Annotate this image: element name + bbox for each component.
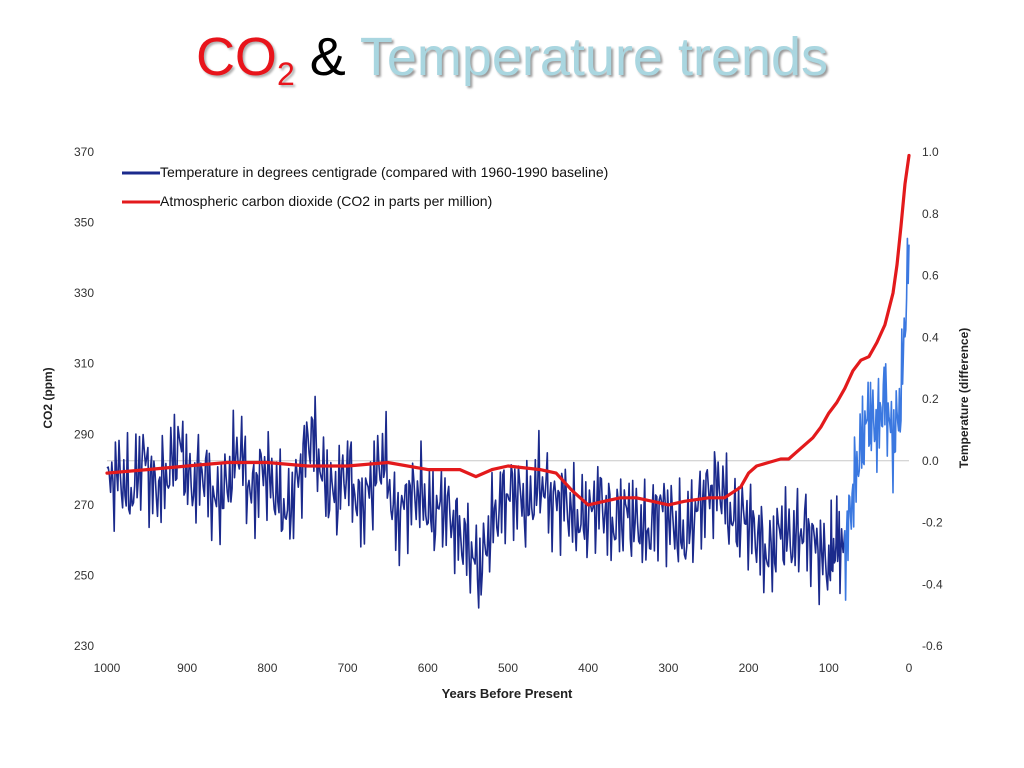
temperature-series-layer — [106, 237, 910, 609]
title-co2: CO2 — [195, 27, 295, 92]
y-left-tick-label: 290 — [74, 427, 94, 441]
temperature-line-recent — [844, 237, 910, 601]
y-axis-right-label: Temperature (difference) — [957, 328, 971, 468]
title-co2-subscript: 2 — [276, 56, 295, 92]
y-right-tick-label: -0.4 — [922, 577, 943, 591]
x-tick-label: 800 — [257, 661, 277, 675]
x-tick-label: 1000 — [94, 661, 121, 675]
legend: Temperature in degrees centigrade (compa… — [122, 164, 608, 209]
y-right-tick-label: 0.2 — [922, 392, 939, 406]
title-co2-text: CO — [195, 27, 277, 87]
x-tick-label: 0 — [906, 661, 913, 675]
y-left-tick-label: 330 — [74, 286, 94, 300]
x-tick-label: 400 — [578, 661, 598, 675]
y-left-tick-label: 310 — [74, 357, 94, 371]
co2-line — [105, 153, 911, 507]
title-ampersand: & — [309, 27, 346, 87]
x-tick-label: 900 — [177, 661, 197, 675]
x-tick-label: 200 — [739, 661, 759, 675]
y-right-tick-label: 0.8 — [922, 207, 939, 221]
y-left-tick-label: 250 — [74, 568, 94, 582]
x-axis-label: Years Before Present — [442, 686, 573, 701]
y-right-tick-label: -0.2 — [922, 516, 943, 530]
y-left-tick-label: 370 — [74, 145, 94, 159]
y-right-tick-label: 1.0 — [922, 145, 939, 159]
y-left-tick-label: 350 — [74, 216, 94, 230]
y-axis-left-label: CO2 (ppm) — [41, 367, 55, 428]
x-tick-label: 300 — [658, 661, 678, 675]
x-tick-label: 500 — [498, 661, 518, 675]
co2-series-layer — [105, 153, 911, 507]
legend-co2-label: Atmospheric carbon dioxide (CO2 in parts… — [160, 193, 492, 209]
slide-title: CO2 & Temperature trends — [0, 22, 1024, 109]
y-right-tick-label: 0.0 — [922, 454, 939, 468]
y-left-tick-label: 270 — [74, 498, 94, 512]
temperature-line — [106, 395, 846, 609]
y-left-tick-label: 230 — [74, 639, 94, 653]
legend-temperature-label: Temperature in degrees centigrade (compa… — [160, 164, 608, 180]
x-tick-label: 100 — [819, 661, 839, 675]
x-tick-label: 700 — [338, 661, 358, 675]
title-temperature-trends: Temperature trends — [359, 27, 829, 87]
y-right-tick-label: 0.4 — [922, 330, 939, 344]
y-right-tick-label: 0.6 — [922, 269, 939, 283]
x-tick-label: 600 — [418, 661, 438, 675]
axes-layer: 1000 900 800 700 600 500 400 300 200 100 023025027… — [74, 145, 943, 675]
y-right-tick-label: -0.6 — [922, 639, 943, 653]
